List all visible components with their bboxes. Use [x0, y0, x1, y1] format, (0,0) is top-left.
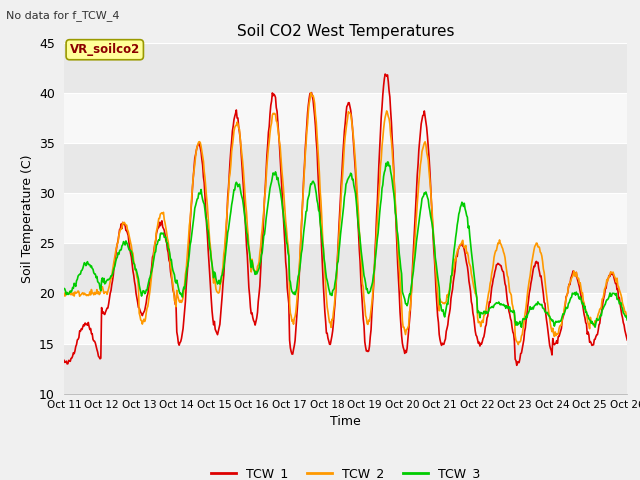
Line: TCW_3: TCW_3	[64, 162, 627, 327]
Bar	[64, 144, 627, 193]
TCW_2	[307, 90, 315, 96]
Y-axis label: Soil Temperature (C): Soil Temperature (C)	[20, 154, 33, 283]
TCW_2	[215, 290, 223, 296]
Line: TCW_1: TCW_1	[64, 74, 627, 365]
TCW_1	[60, 358, 68, 363]
TCW_1	[215, 325, 223, 331]
TCW_3	[415, 219, 422, 225]
Text: No data for f_TCW_4: No data for f_TCW_4	[6, 10, 120, 21]
TCW_3	[186, 251, 193, 257]
TCW_3	[70, 280, 78, 286]
TCW_3	[215, 277, 223, 283]
Title: Soil CO2 West Temperatures: Soil CO2 West Temperatures	[237, 24, 454, 39]
Bar	[64, 293, 627, 344]
TCW_3	[518, 324, 525, 330]
TCW_1	[623, 337, 631, 343]
Bar	[64, 93, 627, 144]
TCW_1	[415, 147, 422, 153]
TCW_1	[431, 271, 439, 277]
Legend: TCW_1, TCW_2, TCW_3: TCW_1, TCW_2, TCW_3	[206, 462, 485, 480]
TCW_2	[60, 290, 68, 296]
X-axis label: Time: Time	[330, 415, 361, 429]
TCW_2	[128, 249, 136, 254]
TCW_2	[431, 261, 439, 266]
TCW_1	[186, 237, 193, 243]
Bar	[64, 344, 627, 394]
Bar	[64, 193, 627, 243]
TCW_3	[623, 317, 631, 323]
TCW_3	[60, 286, 68, 291]
Text: VR_soilco2: VR_soilco2	[70, 43, 140, 56]
TCW_2	[415, 180, 422, 185]
TCW_2	[186, 223, 193, 228]
TCW_1	[381, 71, 389, 77]
TCW_3	[383, 159, 391, 165]
TCW_3	[431, 255, 439, 261]
TCW_1	[128, 261, 136, 266]
TCW_1	[70, 351, 78, 357]
Line: TCW_2: TCW_2	[64, 93, 627, 345]
TCW_2	[623, 316, 631, 322]
TCW_1	[513, 362, 520, 368]
TCW_2	[515, 342, 522, 348]
Bar	[64, 43, 627, 93]
TCW_2	[70, 293, 78, 299]
Bar	[64, 243, 627, 293]
TCW_3	[128, 252, 136, 257]
